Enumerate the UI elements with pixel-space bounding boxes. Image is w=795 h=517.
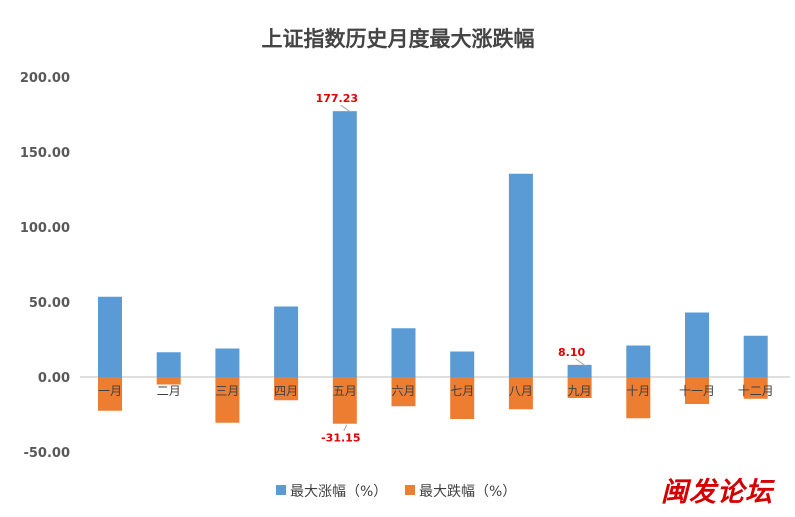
y-tick-label: -50.00 (23, 446, 70, 461)
bar-max-gain (450, 351, 475, 377)
data-labels: 177.23 -31.15 8.10 (316, 92, 586, 445)
legend: 最大涨幅（%） 最大跌幅（%） (276, 484, 516, 500)
x-tick-label: 四月 (274, 384, 298, 398)
x-tick-label: 五月 (333, 384, 357, 398)
data-label-leader (343, 424, 348, 431)
y-axis: 200.00 150.00 100.00 50.00 0.00 -50.00 (20, 71, 70, 461)
bar-max-gain (685, 312, 709, 377)
bar-max-loss (626, 377, 651, 419)
bar-max-gain (508, 173, 533, 377)
bar-max-loss (98, 377, 122, 411)
x-tick-label: 十二月 (738, 384, 774, 398)
bar-max-loss (156, 377, 181, 385)
y-tick-label: 0.00 (38, 371, 70, 386)
x-tick-label: 十月 (626, 384, 650, 398)
data-label: 8.10 (558, 346, 585, 359)
bar-max-loss (685, 377, 709, 404)
bar-max-loss (508, 377, 533, 410)
bar-max-loss (743, 377, 768, 399)
data-label: -31.15 (321, 432, 360, 445)
watermark: 闽发论坛 (661, 477, 773, 508)
bar-max-gain (743, 335, 768, 377)
bar-max-gain (98, 296, 122, 377)
legend-label: 最大跌幅（%） (419, 484, 516, 500)
data-label: 177.23 (316, 92, 358, 105)
x-tick-label: 六月 (391, 384, 415, 398)
x-tick-label: 一月 (98, 384, 122, 398)
x-tick-label: 二月 (157, 384, 181, 398)
bar-max-loss (215, 377, 240, 423)
bar-max-gain (215, 348, 240, 377)
bar-max-loss (332, 377, 357, 424)
bar-max-gain (274, 306, 299, 377)
y-tick-label: 100.00 (20, 221, 70, 236)
legend-label: 最大涨幅（%） (290, 484, 387, 500)
bar-max-loss (391, 377, 416, 407)
bar-max-loss (567, 377, 592, 398)
bars (98, 111, 768, 424)
y-tick-label: 150.00 (20, 146, 70, 161)
x-tick-label: 八月 (509, 384, 533, 398)
data-label-leader (340, 104, 352, 113)
y-tick-label: 50.00 (29, 296, 70, 311)
x-tick-label: 九月 (568, 384, 592, 398)
legend-swatch (276, 485, 286, 495)
chart-title: 上证指数历史月度最大涨跌幅 (262, 27, 535, 51)
y-tick-label: 200.00 (20, 71, 70, 86)
bar-max-loss (450, 377, 475, 419)
bar-max-gain (391, 328, 416, 377)
x-axis: 一月 二月 三月 四月 五月 六月 七月 八月 九月 十月 十一月 十二月 (98, 384, 774, 398)
x-tick-label: 三月 (215, 384, 239, 398)
bar-max-gain (567, 364, 592, 377)
data-label-leader (575, 358, 586, 367)
bar-max-loss (274, 377, 299, 401)
x-tick-label: 七月 (450, 384, 474, 398)
bar-max-gain (332, 111, 357, 377)
bar-max-gain (156, 352, 181, 377)
bar-max-gain (626, 345, 651, 377)
legend-swatch (405, 485, 415, 495)
x-tick-label: 十一月 (679, 384, 715, 398)
